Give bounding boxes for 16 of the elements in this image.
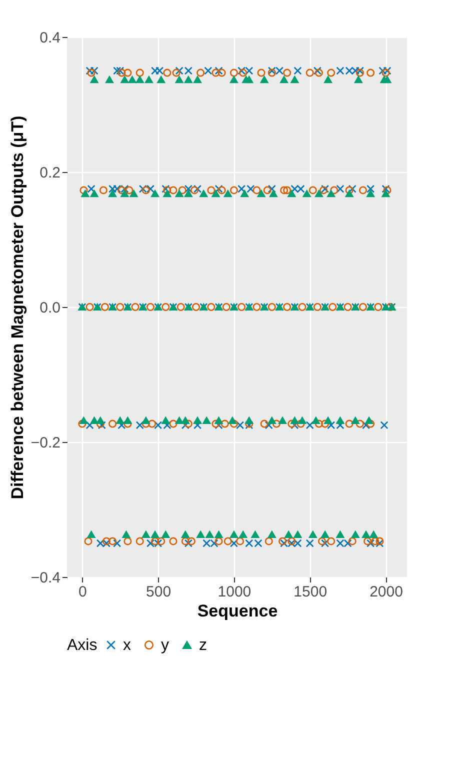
- legend-label: z: [199, 637, 207, 654]
- y-tick-label: −0.2: [30, 434, 60, 452]
- legend-label: y: [161, 637, 169, 654]
- legend-label: x: [123, 637, 131, 654]
- y-tick-label: 0.2: [40, 164, 60, 182]
- legend-title: Axis: [67, 637, 98, 654]
- x-tick-label: 1500: [294, 584, 328, 600]
- y-tick-label: 0.0: [40, 300, 60, 316]
- x-tick-label: 500: [146, 584, 172, 600]
- x-tick-label: 2000: [370, 584, 403, 600]
- x-axis-title: Sequence: [197, 602, 278, 620]
- x-tick-label: 0: [78, 584, 87, 600]
- y-axis-title: Difference between Magnetometer Outputs (μT): [8, 116, 27, 500]
- x-tick-label: 1000: [218, 584, 252, 600]
- y-tick-label: 0.4: [40, 30, 60, 46]
- y-tick-label: −0.4: [30, 570, 60, 586]
